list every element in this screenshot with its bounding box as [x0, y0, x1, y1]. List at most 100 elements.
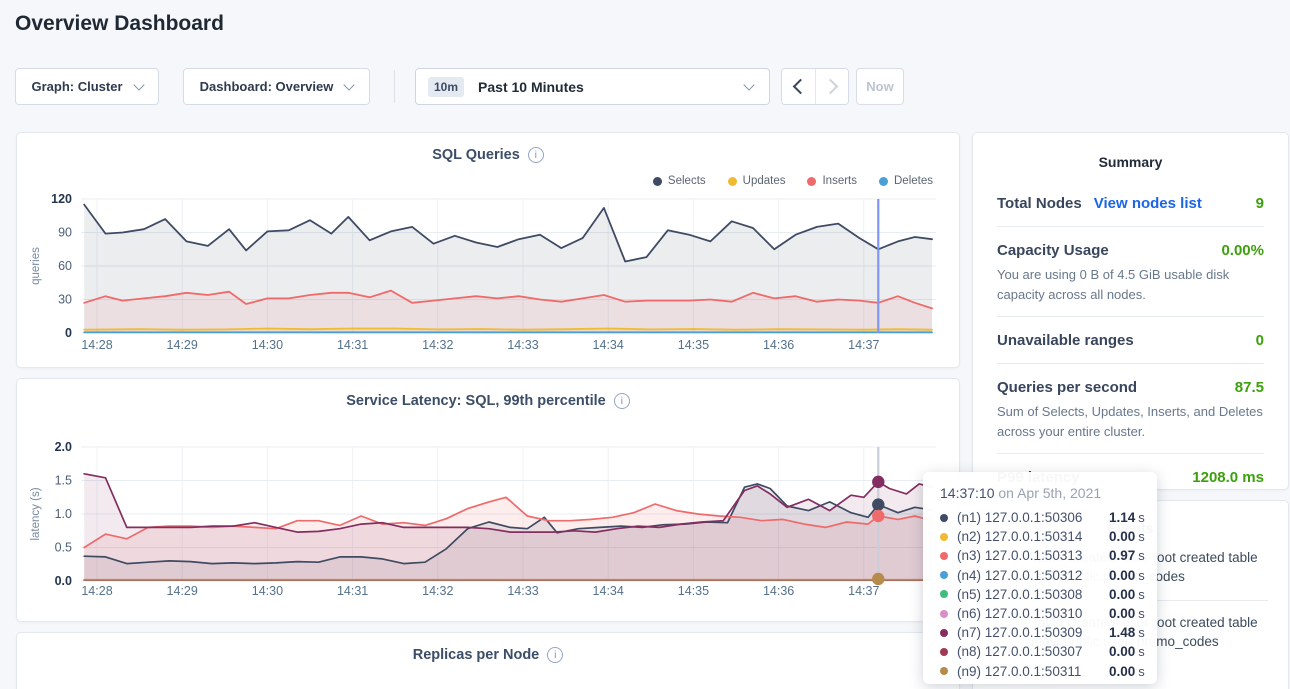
chevron-right-icon: [822, 78, 838, 95]
service-latency-panel: Service Latency: SQL, 99th percentile i …: [16, 378, 960, 622]
legend-dot: [652, 176, 662, 186]
svg-text:60: 60: [58, 259, 72, 273]
svg-text:1.0: 1.0: [55, 507, 72, 521]
stat-description: Sum of Selects, Updates, Inserts, and De…: [997, 404, 1263, 439]
stat-capacity-usage: Capacity Usage 0.00%: [997, 242, 1264, 259]
svg-text:14:36: 14:36: [763, 584, 794, 598]
svg-text:120: 120: [51, 192, 72, 206]
info-icon[interactable]: i: [613, 393, 630, 409]
service-latency-title: Service Latency: SQL, 99th percentile i: [17, 393, 959, 409]
svg-text:14:34: 14:34: [593, 338, 624, 352]
now-button[interactable]: Now: [856, 68, 904, 105]
dashboard-dropdown[interactable]: Dashboard: Overview: [183, 68, 370, 105]
service-latency-chart[interactable]: 0.0 0.5 1.0 1.5 2.0 14:28 14:29 14:30 14:31 14:32…: [17, 379, 959, 619]
svg-text:14:37: 14:37: [848, 584, 879, 598]
tooltip-row: (n5) 127.0.0.1:50308 0.00 s: [940, 585, 1147, 604]
svg-text:14:28: 14:28: [81, 584, 112, 598]
legend-item-inserts[interactable]: Inserts: [807, 175, 857, 187]
svg-text:14:35: 14:35: [678, 584, 709, 598]
series-dot: [940, 609, 948, 618]
series-dot: [940, 551, 948, 560]
svg-text:0: 0: [65, 326, 72, 340]
tooltip-timestamp: 14:37:10 on Apr 5th, 2021: [940, 485, 1102, 501]
stat-value: 0.00%: [1221, 242, 1264, 259]
svg-text:14:28: 14:28: [81, 338, 112, 352]
svg-text:14:30: 14:30: [252, 338, 283, 352]
svg-text:30: 30: [58, 293, 72, 307]
svg-text:90: 90: [58, 226, 72, 240]
svg-text:latency (s): latency (s): [30, 487, 42, 540]
time-range-selector[interactable]: 10m Past 10 Minutes: [415, 68, 770, 105]
time-range-badge: 10m: [428, 76, 465, 97]
stat-value: 1208.0 ms: [1192, 469, 1264, 486]
stat-total-nodes: Total Nodes View nodes list 9: [997, 195, 1264, 212]
summary-stats: Total Nodes View nodes list 9 Capacity U…: [973, 180, 1288, 500]
stat-unavailable-ranges: Unavailable ranges 0: [997, 332, 1264, 349]
series-dot: [940, 571, 948, 580]
legend-dot: [807, 176, 817, 186]
graph-dropdown-label: Graph: Cluster: [31, 79, 123, 94]
stat-value: 0: [1255, 332, 1264, 349]
legend-item-selects[interactable]: Selects: [652, 175, 706, 187]
svg-text:14:34: 14:34: [593, 584, 624, 598]
svg-text:1.5: 1.5: [55, 474, 72, 488]
svg-text:14:29: 14:29: [167, 338, 198, 352]
legend-dot: [879, 176, 888, 186]
svg-text:14:36: 14:36: [763, 338, 794, 352]
divider: [997, 453, 1264, 454]
svg-text:queries: queries: [30, 247, 42, 285]
sql-queries-title: SQL Queries i: [17, 147, 959, 163]
info-icon[interactable]: i: [527, 147, 544, 163]
replicas-per-node-panel: Replicas per Node i: [16, 632, 960, 689]
next-range-button[interactable]: [815, 69, 848, 104]
series-dot: [940, 532, 948, 541]
legend-item-deletes[interactable]: Deletes: [879, 175, 933, 187]
summary-panel: Summary Total Nodes View nodes list 9 Ca…: [972, 132, 1289, 490]
info-icon[interactable]: i: [547, 647, 564, 663]
chevron-left-icon: [792, 78, 809, 95]
svg-text:14:32: 14:32: [422, 338, 453, 352]
svg-text:14:37: 14:37: [848, 338, 879, 352]
sql-queries-chart[interactable]: 0 30 60 90 120 14:28 14:29 14:30 14:31 14:32 14:33…: [17, 133, 959, 365]
sql-legend: Selects Updates Inserts Deletes: [652, 175, 933, 187]
sql-queries-panel: SQL Queries i Selects Updates Inserts De…: [16, 132, 960, 368]
svg-text:14:33: 14:33: [507, 584, 538, 598]
tooltip-row: (n7) 127.0.0.1:50309 1.48 s: [940, 623, 1147, 642]
series-dot: [940, 590, 948, 599]
stat-queries-per-second: Queries per second 87.5: [997, 379, 1264, 396]
legend-item-updates[interactable]: Updates: [727, 175, 785, 187]
divider: [997, 226, 1264, 227]
chevron-down-icon: [343, 78, 355, 91]
svg-text:0.0: 0.0: [55, 574, 72, 588]
chart-hover-tooltip: 14:37:10 on Apr 5th, 2021 (n1) 127.0.0.1…: [923, 472, 1157, 684]
graph-dropdown[interactable]: Graph: Cluster: [15, 68, 159, 105]
tooltip-row: (n8) 127.0.0.1:50307 0.00 s: [940, 642, 1147, 661]
dashboard-dropdown-label: Dashboard: Overview: [199, 79, 334, 94]
controls-divider: [394, 70, 395, 103]
page-title: Overview Dashboard: [15, 12, 224, 35]
stat-description: You are using 0 B of 4.5 GiB usable disk…: [997, 267, 1230, 302]
svg-text:14:29: 14:29: [167, 584, 198, 598]
svg-text:2.0: 2.0: [55, 440, 72, 454]
stat-value: 9: [1255, 195, 1264, 212]
tooltip-row: (n6) 127.0.0.1:50310 0.00 s: [940, 604, 1147, 623]
chevron-down-icon: [743, 78, 755, 91]
divider: [997, 363, 1264, 364]
replicas-per-node-title: Replicas per Node i: [17, 647, 959, 663]
series-dot: [940, 628, 948, 637]
tooltip-row: (n9) 127.0.0.1:50311 0.00 s: [940, 662, 1147, 681]
svg-text:14:30: 14:30: [252, 584, 283, 598]
legend-dot: [727, 176, 737, 186]
summary-title: Summary: [1098, 154, 1163, 170]
tooltip-row: (n4) 127.0.0.1:50312 0.00 s: [940, 566, 1147, 585]
series-dot: [940, 647, 948, 656]
stat-value: 87.5: [1234, 379, 1264, 396]
svg-text:0.5: 0.5: [55, 541, 72, 555]
svg-text:14:31: 14:31: [337, 338, 368, 352]
divider: [997, 316, 1264, 317]
svg-text:14:33: 14:33: [507, 338, 538, 352]
view-nodes-list-link[interactable]: View nodes list: [1093, 195, 1202, 212]
tooltip-row: (n1) 127.0.0.1:50306 1.14 s: [940, 508, 1147, 527]
prev-range-button[interactable]: [782, 69, 815, 104]
